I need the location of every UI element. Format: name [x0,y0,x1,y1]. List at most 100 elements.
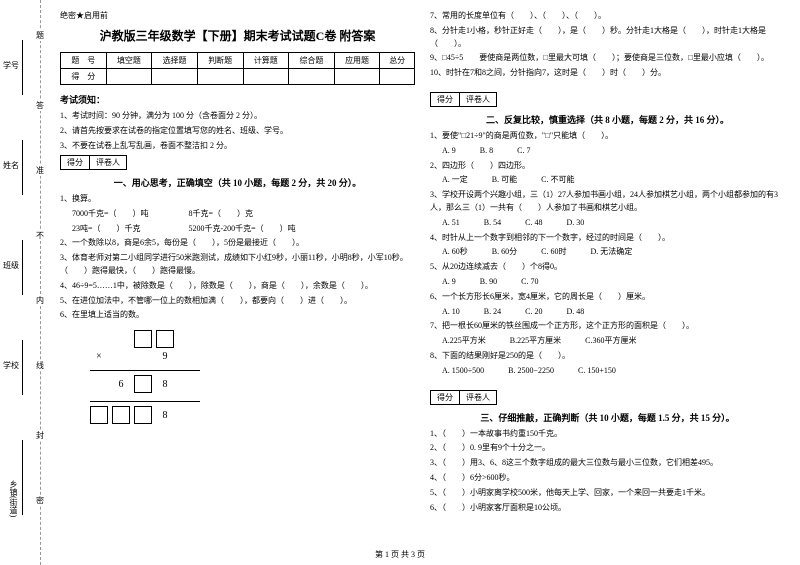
digit-8: 8 [156,410,174,421]
margin-label-town: 乡镇(街道) [8,480,19,517]
s2-q7: 7、把一根长60厘米的铁丝围成一个正方形，这个正方形的面积是（ ）。 [430,320,785,333]
table-row: 题 号 填空题 选择题 判断题 计算题 综合题 应用题 总分 [61,53,415,69]
score-label: 得分 [61,156,90,169]
margin-label-school: 学校 [3,360,19,371]
binding-char: 题 [36,30,44,41]
s2-q7-opts: A.225平方米 B.225平方厘米 C.360平方厘米 [430,335,785,348]
table-row: 得 分 [61,69,415,85]
score-header: 计算题 [243,53,289,69]
section-2-title: 二、反复比较，慎重选择（共 8 小题，每题 2 分，共 16 分）。 [430,113,785,126]
digit-box[interactable] [156,330,174,348]
divider-line [90,370,200,371]
right-column: 7、常用的长度单位有（ ）、（ ）、（ ）。 8、分针走1小格，秒针正好走（ ）… [430,10,785,555]
question-7: 7、常用的长度单位有（ ）、（ ）、（ ）。 [430,10,785,23]
s2-q5-opts: A. 9 B. 90 C. 70 [430,276,785,289]
digit-box[interactable] [90,406,108,424]
score-header: 填空题 [106,53,152,69]
section-score-box: 得分评卷人 [430,92,497,107]
score-header: 总分 [380,53,415,69]
binding-char: 答 [36,100,44,111]
reviewer-label: 评卷人 [90,156,126,169]
digit-6: 6 [112,379,130,390]
score-header: 题 号 [61,53,107,69]
binding-char: 内 [36,295,44,306]
score-cell [106,69,152,85]
score-cell: 得 分 [61,69,107,85]
question-1-line: 23吨=（ ）千克 5200千克-200千克=（ ）吨 [60,223,415,236]
margin-underline [22,340,23,395]
binding-char: 准 [36,165,44,176]
margin-underline [22,40,23,95]
s2-q6: 6、一个长方形长6厘米，宽4厘米，它的周长是（ ）厘米。 [430,291,785,304]
binding-char: 不 [36,230,44,241]
s2-q4-opts: A. 60秒 B. 60分 C. 60时 D. 无法确定 [430,246,785,259]
score-label: 得分 [431,391,460,404]
page-footer: 第 1 页 共 3 页 [375,549,425,560]
binding-margin: 题 答 准 不 内 线 封 密 学号 姓名 班级 学校 乡镇(街道) [0,0,55,565]
multiply-sign: × [90,351,108,362]
s2-q1: 1、要使"□21÷9"的商是两位数，"□"只能填（ ）。 [430,130,785,143]
reviewer-label: 评卷人 [460,391,496,404]
s2-q5: 5、从20边连续减去（ ）个8得0。 [430,261,785,274]
section-3-title: 三、仔细推敲，正确判断（共 10 小题，每题 1.5 分，共 15 分）。 [430,411,785,424]
multiplication-grid: × 9 [90,330,415,362]
margin-underline [22,240,23,295]
score-header: 综合题 [289,53,335,69]
binding-char: 线 [36,360,44,371]
secret-label: 绝密★启用前 [60,10,415,21]
digit-box[interactable] [134,330,152,348]
score-label: 得分 [431,93,460,106]
question-3: 3、体育老师对第二小组同学进行50米跑测试，成绩如下小红9秒，小丽11秒，小明8… [60,252,415,278]
score-header: 判断题 [197,53,243,69]
score-cell [289,69,335,85]
s2-q2: 2、四边形（ ）四边形。 [430,160,785,173]
score-header: 应用题 [334,53,380,69]
s2-q8-opts: A. 1500÷500 B. 2500−2250 C. 150+150 [430,365,785,378]
section-score-box: 得分评卷人 [60,155,127,170]
score-table: 题 号 填空题 选择题 判断题 计算题 综合题 应用题 总分 得 分 [60,52,415,85]
s2-q4: 4、时针从上一个数字到相邻的下一个数字，经过的时间是（ ）。 [430,232,785,245]
score-cell [380,69,415,85]
s2-q1-opts: A. 9 B. 8 C. 7 [430,145,785,158]
s3-q6: 6、（ ）小明家客厅面积是10公顷。 [430,502,785,515]
question-10: 10、时针在7和8之间，分针指向7，这时是（ ）时（ ）分。 [430,67,785,80]
digit-9: 9 [156,351,174,362]
question-9: 9、□45÷5 要使商是两位数，□里最大可填（ ）；要使商是三位数，□里最小应填… [430,52,785,65]
question-5: 5、在进位加法中，不管哪一位上的数相加满（ ），都要向（ ）进（ ）。 [60,295,415,308]
reviewer-label: 评卷人 [460,93,496,106]
s3-q3: 3、（ ）用3、6、8这三个数字组成的最大三位数与最小三位数，它们相差495。 [430,457,785,470]
question-6: 6、在里填上适当的数。 [60,309,415,322]
digit-box[interactable] [134,406,152,424]
exam-title: 沪教版三年级数学【下册】期末考试试题C卷 附答案 [60,27,415,44]
digit-box[interactable] [134,375,152,393]
notice-line: 1、考试时间：90 分钟，满分为 100 分（含卷面分 2 分）。 [60,110,415,122]
question-2: 2、一个数除以8，商是6余5，每份是（ ），5份是最接近（ ）。 [60,237,415,250]
score-cell [197,69,243,85]
margin-label-class: 班级 [3,260,19,271]
score-cell [152,69,198,85]
notice-line: 3、不要在试卷上乱写乱画，卷面不整洁扣 2 分。 [60,140,415,152]
margin-label-name: 姓名 [3,160,19,171]
digit-box[interactable] [112,406,130,424]
score-header: 选择题 [152,53,198,69]
score-cell [243,69,289,85]
s2-q8: 8、下面的结果刚好是250的是（ ）。 [430,350,785,363]
margin-underline [22,140,23,195]
s2-q6-opts: A. 10 B. 24 C. 20 D. 48 [430,306,785,319]
s2-q3: 3、学校开设两个兴趣小组，三（1）27人参加书画小组，24人参加棋艺小组，两个小… [430,189,785,215]
left-column: 绝密★启用前 沪教版三年级数学【下册】期末考试试题C卷 附答案 题 号 填空题 … [60,10,415,555]
margin-underline [22,440,23,515]
binding-char: 密 [36,495,44,506]
content-area: 绝密★启用前 沪教版三年级数学【下册】期末考试试题C卷 附答案 题 号 填空题 … [55,0,800,565]
s3-q4: 4、（ ）6分>600秒。 [430,472,785,485]
divider-line [90,401,200,402]
question-8: 8、分针走1小格，秒针正好走（ ），是（ ）秒。分针走1大格是（ ），时针走1大… [430,25,785,51]
binding-char: 封 [36,430,44,441]
s3-q2: 2、（ ）0. 9里有9个十分之一。 [430,442,785,455]
s3-q5: 5、（ ）小明家离学校500米，他每天上学、回家，一个来回一共要走1千米。 [430,487,785,500]
score-cell [334,69,380,85]
question-1-line: 7000千克=（ ）吨 8千克=（ ）克 [60,208,415,221]
digit-8: 8 [156,379,174,390]
margin-label-student-id: 学号 [3,60,19,71]
question-4: 4、46÷9=5……1中，被除数是（ ），除数是（ ），商是（ ），余数是（ ）… [60,280,415,293]
